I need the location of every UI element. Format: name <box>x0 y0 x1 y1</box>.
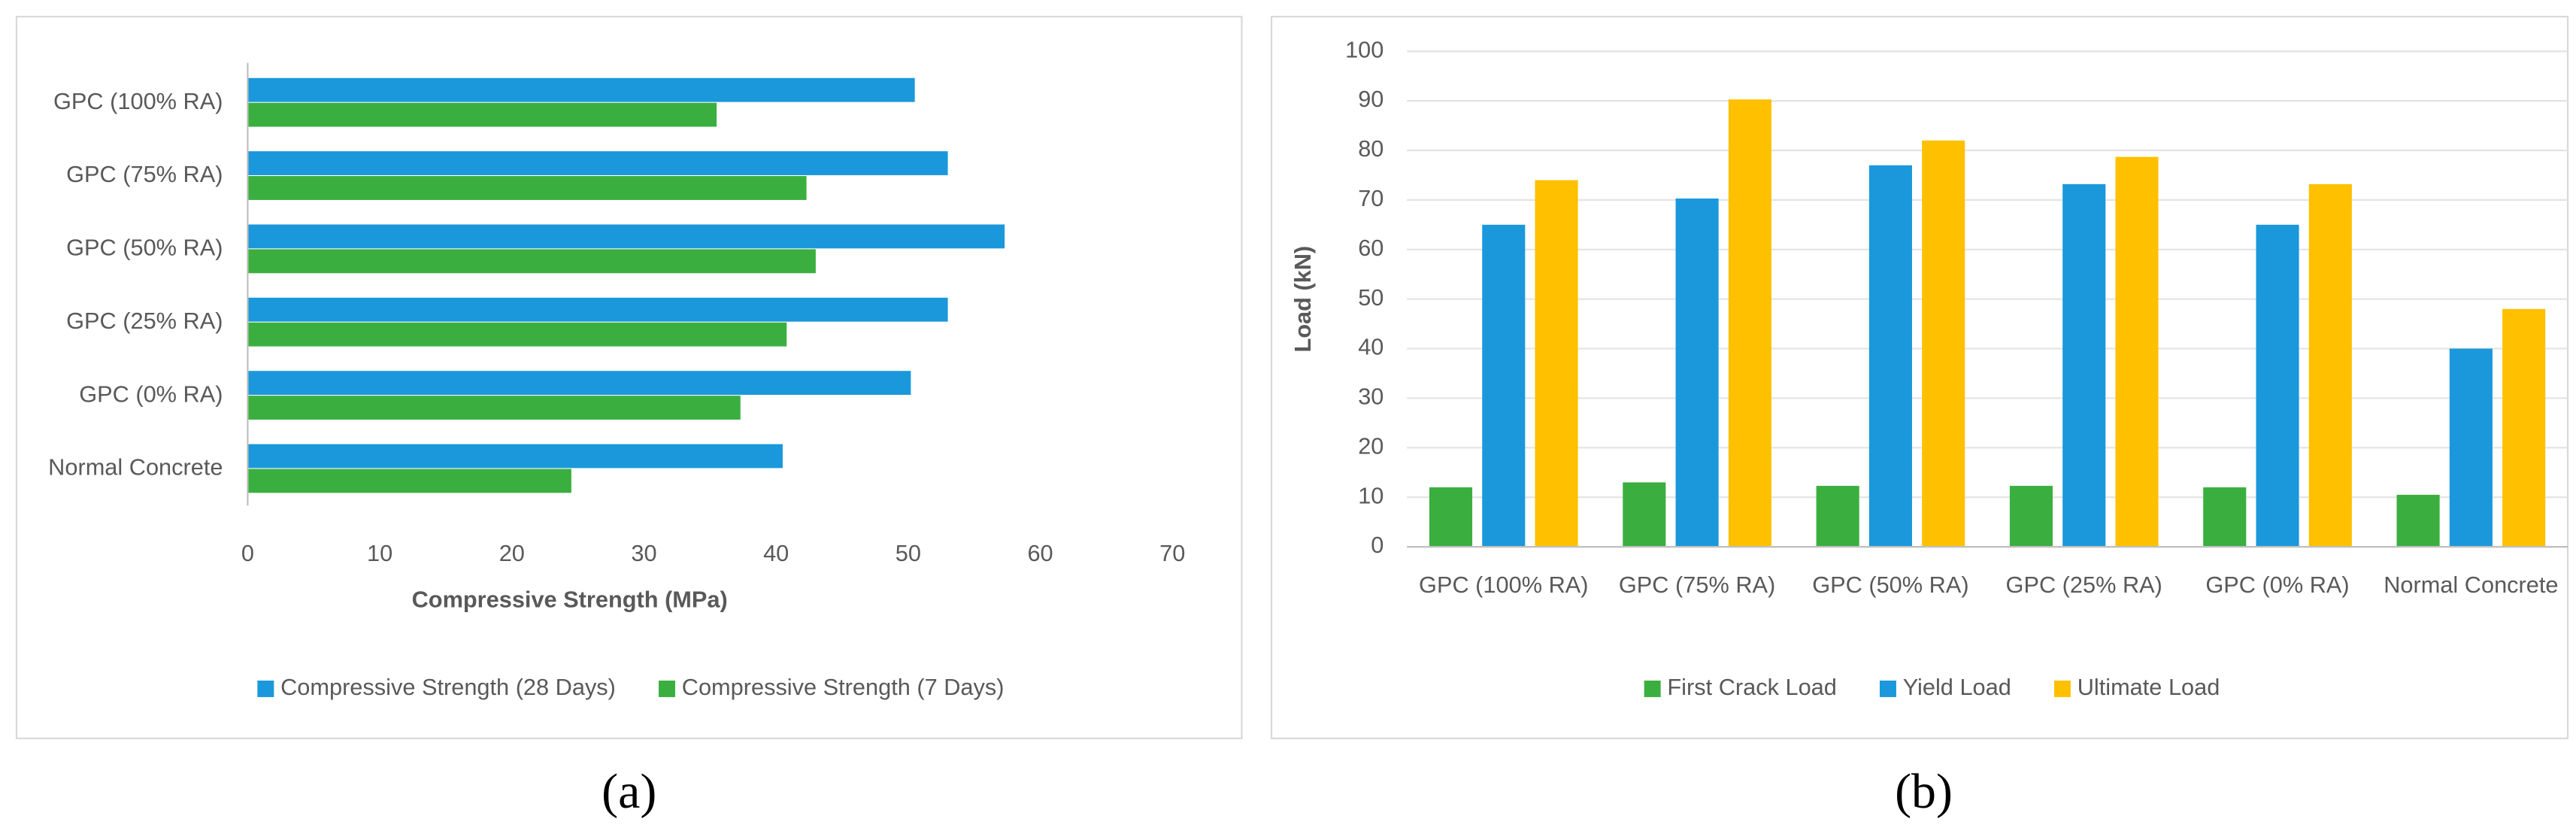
y-tick-label: GPC (50% RA) <box>66 235 223 261</box>
bar <box>2256 224 2299 547</box>
legend-label: Compressive Strength (7 Days) <box>682 674 1005 700</box>
bar <box>247 297 948 322</box>
legend-label: Ultimate Load <box>2077 674 2220 700</box>
y-tick-label: 70 <box>1358 185 1383 211</box>
bar <box>2009 486 2053 547</box>
legend-swatch <box>257 680 274 697</box>
legend-label: First Crack Load <box>1667 674 1836 700</box>
bar <box>247 322 787 347</box>
x-tick-label: GPC (50% RA) <box>1812 572 1968 598</box>
bar <box>1728 99 1771 547</box>
bar <box>1675 198 1719 547</box>
bar <box>1482 224 1526 547</box>
y-tick-label: GPC (100% RA) <box>53 88 223 114</box>
y-tick-label: GPC (25% RA) <box>66 308 223 334</box>
bar <box>1623 482 1666 547</box>
bar <box>2115 156 2159 547</box>
y-tick-label: 60 <box>1358 235 1383 261</box>
x-tick-label: 50 <box>896 540 921 566</box>
bar <box>2203 487 2247 547</box>
y-tick-label: GPC (0% RA) <box>79 381 223 407</box>
bar <box>2449 348 2493 547</box>
x-axis-label: Compressive Strength (MPa) <box>412 587 728 613</box>
bar <box>247 396 741 420</box>
bar <box>2396 494 2440 547</box>
x-tick-label: 60 <box>1027 540 1053 566</box>
legend-swatch <box>1879 680 1896 697</box>
bar <box>1868 165 1912 547</box>
y-tick-label: 40 <box>1358 334 1383 360</box>
y-tick-label: 0 <box>1371 532 1383 558</box>
y-tick-label: 80 <box>1358 135 1383 162</box>
bar <box>1429 487 1473 547</box>
y-tick-label: 20 <box>1358 432 1383 459</box>
x-tick-label: 30 <box>631 540 656 566</box>
bar <box>247 102 717 127</box>
bar <box>247 371 911 396</box>
y-tick-label: 100 <box>1345 36 1383 62</box>
y-tick-label: 30 <box>1358 384 1383 410</box>
bar <box>1535 180 1578 547</box>
x-tick-label: GPC (75% RA) <box>1619 572 1775 598</box>
caption: (a) <box>602 764 656 819</box>
x-tick-label: GPC (100% RA) <box>1419 572 1588 598</box>
y-tick-label: 10 <box>1358 482 1383 508</box>
legend-swatch <box>2053 680 2071 697</box>
bar <box>247 77 915 102</box>
y-tick-label: Normal Concrete <box>48 454 223 481</box>
bar <box>2062 183 2106 547</box>
x-tick-label: Normal Concrete <box>2384 572 2558 598</box>
bar <box>2308 183 2352 547</box>
x-tick-label: 40 <box>763 540 789 566</box>
x-tick-label: 10 <box>367 540 392 566</box>
y-tick-label: 50 <box>1358 284 1383 311</box>
legend-swatch <box>1644 680 1661 697</box>
bar <box>247 176 807 200</box>
bar <box>247 224 1005 249</box>
bar <box>2502 308 2546 547</box>
bar <box>247 249 816 274</box>
x-tick-label: 20 <box>499 540 525 566</box>
legend-label: Yield Load <box>1903 674 2011 700</box>
x-tick-label: 0 <box>241 540 254 566</box>
x-tick-label: GPC (25% RA) <box>2006 572 2162 598</box>
x-tick-label: GPC (0% RA) <box>2205 572 2349 598</box>
y-tick-label: 90 <box>1358 86 1383 112</box>
bar <box>247 444 783 469</box>
caption: (b) <box>1895 764 1953 819</box>
bar <box>1816 486 1859 547</box>
bar <box>247 469 571 493</box>
y-tick-label: GPC (75% RA) <box>66 161 223 187</box>
bar <box>1922 140 1965 547</box>
legend-swatch <box>659 680 675 697</box>
x-tick-label: 70 <box>1159 540 1185 566</box>
legend-label: Compressive Strength (28 Days) <box>280 674 616 700</box>
bar <box>247 151 948 175</box>
y-axis-label: Load (kN) <box>1290 246 1316 353</box>
chart-frame <box>1270 16 2569 739</box>
